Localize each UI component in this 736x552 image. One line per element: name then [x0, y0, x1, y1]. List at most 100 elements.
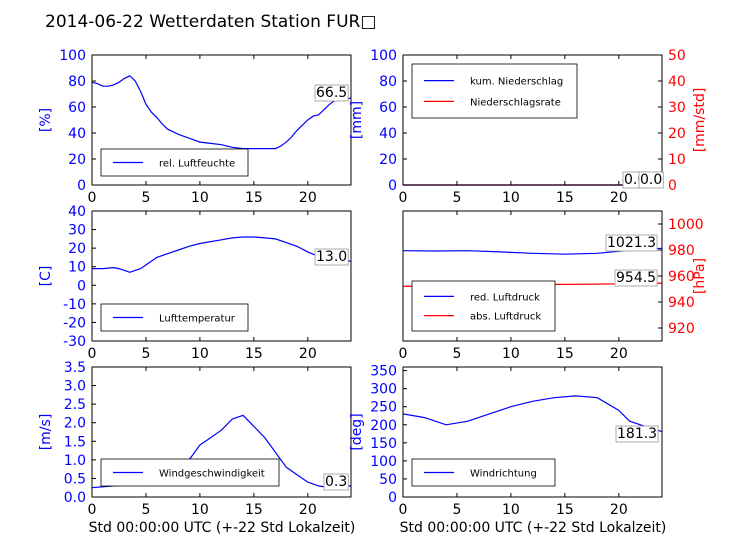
x-tick-label: 10 [502, 346, 520, 362]
x-tick-label: 0 [88, 346, 97, 362]
x-tick-label: 0 [88, 190, 97, 206]
x-tick-label: 0 [399, 190, 408, 206]
y-tick-label: 1.0 [64, 453, 86, 469]
x-tick-label: 0 [399, 502, 408, 518]
x-tick-label: 5 [141, 190, 150, 206]
y-right-tick-label: 940 [668, 295, 695, 311]
y-tick-label: 20 [68, 241, 86, 257]
y-tick-label: 100 [59, 48, 86, 64]
figure-title: 2014-06-22 Wetterdaten Station FUR□ [45, 12, 376, 32]
annotation-box [314, 84, 349, 102]
legend-label: Windgeschwindigkeit [159, 469, 265, 480]
series-line-6-1 [402, 395, 663, 433]
y-tick-label: 0 [388, 178, 397, 194]
plot-frame [91, 54, 352, 186]
y-tick-label: -30 [63, 334, 86, 350]
y-tick-label: 0.5 [64, 471, 86, 487]
x-tick-label: 20 [610, 190, 628, 206]
y-axis-label: [mm] [349, 101, 365, 139]
value-annotation: 954.5 [616, 270, 656, 286]
annotation-box [614, 269, 658, 287]
x-tick-label: 15 [245, 502, 263, 518]
value-annotation: 66.5 [316, 85, 347, 101]
value-annotation: 13.0 [316, 249, 347, 265]
x-tick-label: 5 [141, 346, 150, 362]
legend-box [411, 280, 556, 332]
x-tick-label: 20 [299, 190, 317, 206]
y-right-tick-label: 10 [668, 152, 686, 168]
y-tick-label: 20 [379, 152, 397, 168]
legend-label: abs. Luftdruck [470, 312, 541, 323]
y-axis-label: [deg] [349, 413, 365, 450]
y-tick-label: 2.5 [64, 397, 86, 413]
panel-4: 0 5 10 15 20 920 940 960 980 1000 [hPa] red. Luftdr… [399, 210, 708, 362]
y-tick-label: 50 [379, 472, 397, 488]
value-annotation: 181.3 [617, 426, 657, 442]
y-tick-label: 100 [370, 48, 397, 64]
x-tick-label: 20 [610, 346, 628, 362]
y-axis-label: [C] [38, 266, 54, 287]
y-tick-label: 1.5 [64, 434, 86, 450]
x-tick-label: 10 [191, 190, 209, 206]
panel-5: 0 5 10 15 20 0.0 0.5 1.0 1.5 2.0 2.5 3.0 3.5 [m/s] Win… [38, 360, 352, 518]
annotation-box [605, 234, 658, 252]
x-tick-label: 5 [452, 190, 461, 206]
y-right-tick-label: 0 [668, 178, 677, 194]
y-tick-label: 200 [370, 418, 397, 434]
y-tick-label: -20 [63, 315, 86, 331]
series-line-1-1 [91, 75, 352, 150]
y-tick-label: 60 [379, 100, 397, 116]
y-tick-label: 150 [370, 436, 397, 452]
annotation-box [638, 171, 664, 189]
y-right-tick-label: 40 [668, 74, 686, 90]
y-right-tick-label: 30 [668, 100, 686, 116]
y-tick-label: 3.5 [64, 360, 86, 376]
legend-label: Lufttemperatur [159, 314, 236, 325]
plot-frame [91, 210, 352, 342]
y-right-tick-label: 960 [668, 269, 695, 285]
y-tick-label: 40 [379, 126, 397, 142]
legend-label: Niederschlagsrate [470, 97, 561, 108]
x-tick-label: 20 [610, 502, 628, 518]
y-right-axis-label: [mm/std] [692, 88, 708, 153]
annotation-box [615, 425, 659, 443]
x-tick-label: 15 [245, 190, 263, 206]
y-tick-label: 350 [370, 364, 397, 380]
y-right-tick-label: 20 [668, 126, 686, 142]
x-tick-label: 10 [502, 502, 520, 518]
y-tick-label: 80 [379, 74, 397, 90]
x-tick-label: 5 [452, 346, 461, 362]
series-line-3-1 [92, 236, 351, 273]
x-tick-label: 20 [299, 502, 317, 518]
y-tick-label: 80 [68, 74, 86, 90]
y-tick-label: 20 [68, 152, 86, 168]
y-tick-label: 0 [77, 278, 86, 294]
panel-2: 0 5 10 15 20 0 20 40 60 80 100 [mm] 0 10 20 30 40 50 [mm/s… [349, 48, 708, 206]
x-tick-label: 15 [556, 346, 574, 362]
panel-3: 0 5 10 15 20 -30 -20 -10 0 10 20 30 40 [C] Lufttempera… [38, 204, 352, 362]
y-tick-label: 0 [388, 490, 397, 506]
y-tick-label: -10 [63, 297, 86, 313]
x-tick-label: 20 [299, 346, 317, 362]
y-tick-label: 40 [68, 204, 86, 220]
legend-label: rel. Luftfeuchte [159, 159, 235, 170]
legend-box [100, 303, 249, 332]
x-tick-label: 0 [88, 502, 97, 518]
plot-frame [402, 54, 663, 186]
y-tick-label: 100 [370, 454, 397, 470]
annotation-box [314, 248, 349, 266]
y-tick-label: 60 [68, 100, 86, 116]
panel-1: 0 5 10 15 20 0 20 40 60 80 100 [%] rel. Luftfeuchte 6… [38, 48, 352, 206]
y-tick-label: 0 [77, 178, 86, 194]
x-tick-label: 10 [191, 502, 209, 518]
x-axis-label-left: Std 00:00:00 UTC (+-22 Std Lokalzeit) [89, 520, 356, 536]
y-tick-label: 3.0 [64, 379, 86, 395]
y-axis-label: [%] [38, 108, 54, 132]
panel-6: 0 5 10 15 20050100150200250300350[deg]Windri… [349, 364, 663, 518]
value-annotation: 0.3 [325, 474, 347, 490]
plot-frame [402, 366, 663, 498]
x-tick-label: 15 [245, 346, 263, 362]
y-tick-label: 300 [370, 382, 397, 398]
y-right-tick-label: 980 [668, 243, 695, 259]
x-tick-label: 10 [502, 190, 520, 206]
